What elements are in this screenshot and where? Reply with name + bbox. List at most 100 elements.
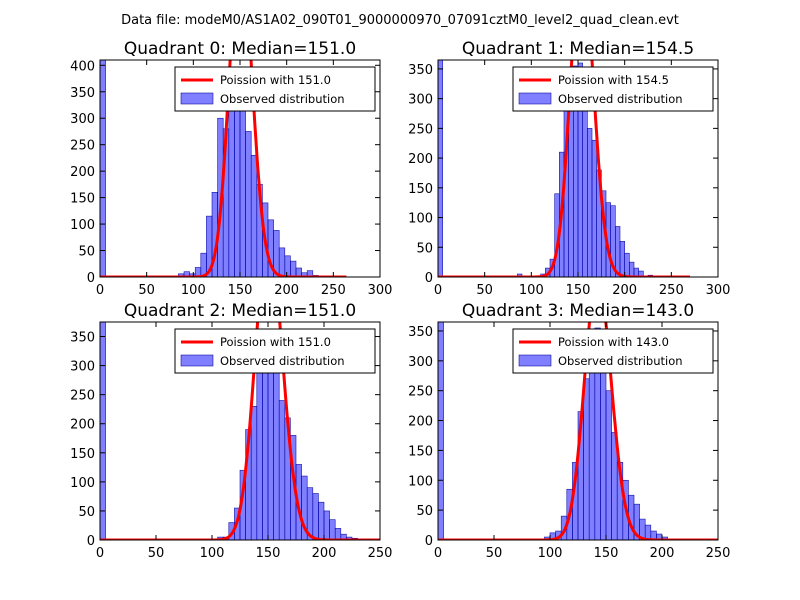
poisson-curve [100,60,347,277]
y-tick-label: 300 [70,360,95,375]
histogram-bar [256,371,263,540]
y-tick-label: 200 [70,165,95,180]
x-tick-label: 150 [594,546,619,561]
y-tick-label: 200 [408,152,433,167]
plot-area [438,60,691,277]
histogram-bar [312,493,319,540]
x-tick-label: 200 [312,546,337,561]
y-tick-label: 200 [408,415,433,430]
y-tick-label: 50 [78,505,95,520]
y-tick-label: 300 [70,112,95,127]
histogram-bar [600,360,607,540]
y-tick-label: 200 [70,418,95,433]
histogram-bar [250,405,258,540]
y-tick-label: 350 [408,325,433,340]
x-tick-label: 250 [321,283,346,298]
legend-label-observed: Observed distribution [220,92,345,106]
legend-swatch-bar [180,92,214,105]
legend-label-observed: Observed distribution [558,92,683,106]
legend: Poission with 151.0 Observed distribution [174,66,376,112]
y-tick-label: 50 [416,241,433,256]
legend-label-observed: Observed distribution [558,354,683,368]
histogram-bar [100,60,106,277]
x-tick-label: 50 [148,546,165,561]
y-tick-label: 350 [70,86,95,101]
histogram-bar [588,348,596,540]
x-tick-label: 100 [181,283,206,298]
x-tick-label: 100 [200,546,225,561]
histogram-bar [624,252,630,277]
y-tick-label: 100 [70,476,95,491]
y-tick-label: 250 [408,385,433,400]
legend-label-poisson: Poission with 143.0 [558,335,669,349]
subplot-3: 0 50 100 150 200 250 0 50 100 150 200 250 300 350 Quad… [408,301,731,561]
x-tick-label: 50 [486,546,503,561]
subplot-title: Quadrant 3: Median=143.0 [462,301,694,321]
x-tick-label: 250 [706,546,731,561]
x-tick-label: 250 [659,283,684,298]
histogram-bar [278,247,286,277]
y-tick-label: 250 [408,122,433,137]
y-tick-label: 50 [78,245,95,260]
histogram-bar [290,260,297,277]
x-tick-label: 150 [566,283,591,298]
x-tick-label: 200 [612,283,637,298]
y-tick-label: 0 [87,271,95,286]
poisson-curve [438,322,718,540]
x-tick-label: 250 [368,546,393,561]
plot-area [100,322,380,540]
x-tick-label: 200 [650,546,675,561]
histogram-bar [587,128,593,277]
x-tick-label: 0 [434,546,442,561]
plot-area [100,60,347,277]
histogram-bar [323,510,330,540]
subplot-0: 0 50 100 150 200 250 300 0 50 100 150 200 250 300 350 4… [70,39,393,298]
histogram-bar [100,322,106,540]
poisson-curve [100,322,380,540]
y-tick-label: 0 [425,271,433,286]
histogram-bar [438,322,444,540]
y-tick-label: 150 [408,444,433,459]
x-tick-label: 300 [368,283,393,298]
histogram-bar [318,501,325,540]
x-tick-label: 300 [706,283,731,298]
histogram-bar [239,96,246,277]
legend-label-poisson: Poission with 151.0 [220,335,331,349]
x-tick-label: 150 [256,546,281,561]
histogram-bar [605,390,612,540]
y-tick-label: 150 [70,192,95,207]
x-tick-label: 50 [138,283,155,298]
histogram-bar [262,353,269,540]
y-tick-label: 300 [408,93,433,108]
y-tick-label: 250 [70,139,95,154]
plot-area [438,322,718,540]
y-tick-label: 0 [425,534,433,549]
histogram-bar [329,519,336,540]
histogram-bar [582,98,588,277]
y-tick-label: 350 [408,63,433,78]
axes-frame [99,321,381,541]
histogram-bar [638,270,644,277]
x-tick-label: 100 [519,283,544,298]
histogram-bar [583,378,590,540]
subplot-title: Quadrant 0: Median=151.0 [124,39,356,59]
y-tick-label: 50 [416,504,433,519]
y-tick-label: 100 [70,218,95,233]
legend-label-observed: Observed distribution [220,354,345,368]
y-tick-label: 400 [70,59,95,74]
x-tick-label: 150 [228,283,253,298]
poisson-curve [438,60,691,277]
histogram-bar [629,261,635,277]
histogram-bar [250,154,258,277]
histogram-bar [234,83,241,277]
subplot-grid: 0 50 100 150 200 250 300 0 50 100 150 200 250 300 350 4… [70,39,731,561]
figure-suptitle: Data file: modeM0/AS1A02_090T01_90000009… [121,13,679,28]
subplot-title: Quadrant 1: Median=154.5 [462,39,694,59]
legend: Poission with 154.5 Observed distribution [512,66,714,112]
histogram-bar [619,241,625,277]
legend-swatch-bar [518,92,552,105]
histogram-bar [284,255,291,277]
axes-frame [437,321,719,541]
histogram-bar [245,131,252,277]
